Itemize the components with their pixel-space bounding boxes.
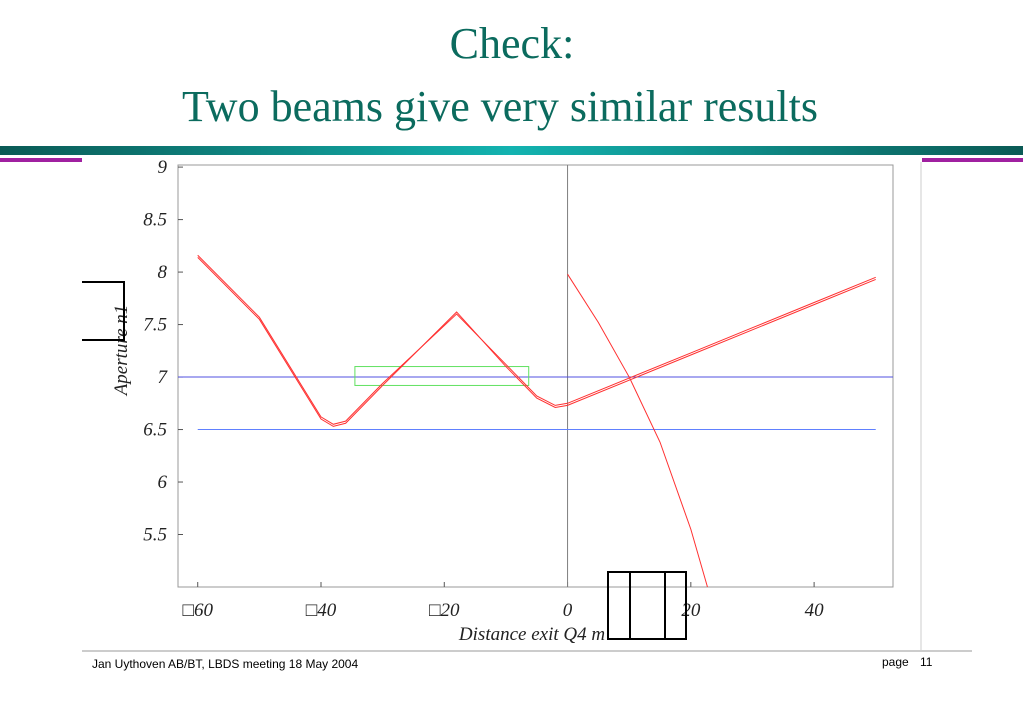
accent-bar <box>922 158 1023 162</box>
x-tick-label: □60 <box>182 600 213 621</box>
y-tick-label: 7.5 <box>143 315 167 336</box>
x-tick-label: □40 <box>306 600 337 621</box>
y-tick-label: 8 <box>158 262 168 283</box>
x-tick-label: 40 <box>805 600 825 621</box>
x-tick-label: 20 <box>681 600 701 621</box>
x-axis-label: Distance exit Q4 m <box>458 624 605 645</box>
y-tick-label: 8.5 <box>143 210 167 231</box>
y-tick-label: 6.5 <box>143 420 167 441</box>
data-line <box>567 273 708 588</box>
title-line: Two beams give very similar results <box>182 82 818 131</box>
x-tick-label: 0 <box>563 600 573 621</box>
data-line <box>197 254 876 425</box>
accent-bar <box>0 158 82 162</box>
data-line <box>197 257 876 427</box>
y-tick-label: 6 <box>158 472 168 493</box>
footer-text: Jan Uythoven AB/BT, LBDS meeting 18 May … <box>92 657 358 671</box>
y-axis-label: Aperture n1 <box>111 305 132 398</box>
page-number: 11 <box>920 655 933 669</box>
y-tick-label: 9 <box>158 157 168 178</box>
reference-box <box>354 366 530 386</box>
header-bar <box>0 146 1023 155</box>
magnet-symbols <box>82 281 687 640</box>
y-tick-label: 5.5 <box>143 525 167 546</box>
plot-frame <box>177 164 894 588</box>
title-line: Check: <box>450 19 575 68</box>
y-tick-label: 7 <box>158 367 169 388</box>
x-tick-label: □20 <box>429 600 460 621</box>
page-label: page <box>882 655 909 669</box>
